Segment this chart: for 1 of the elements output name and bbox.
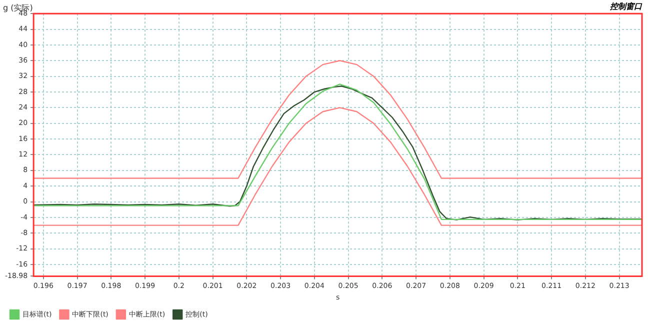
chart-title: 控制窗口 xyxy=(609,0,643,11)
